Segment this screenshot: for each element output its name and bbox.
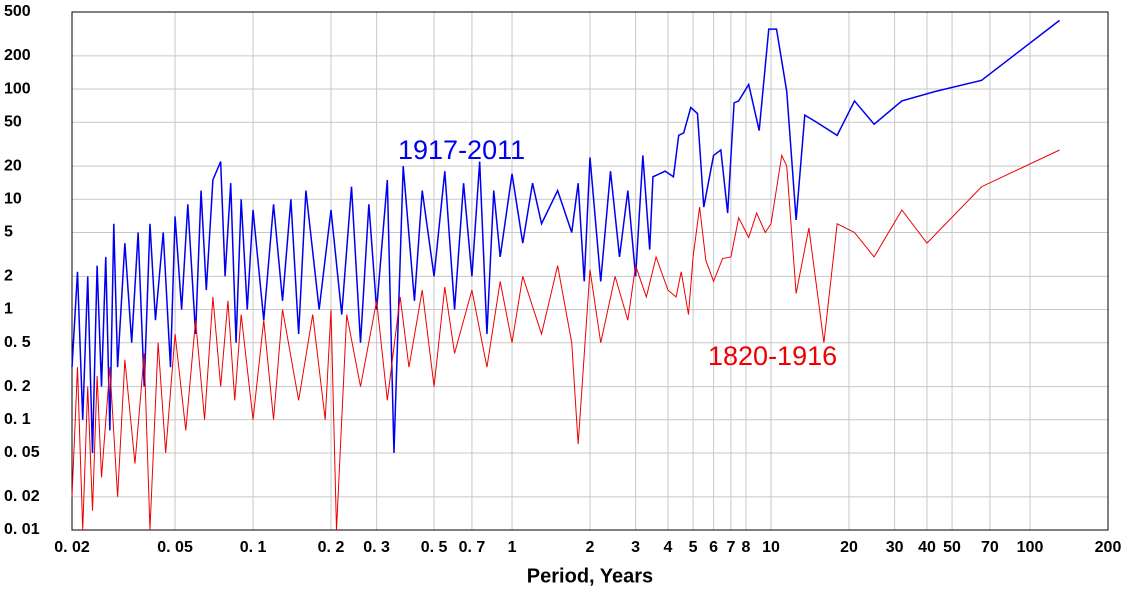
y-tick-label: 5 — [4, 224, 13, 241]
x-tick-label: 8 — [741, 539, 750, 556]
x-tick-label: 5 — [689, 539, 698, 556]
series-line — [71, 19, 1060, 453]
x-tick-label: 10 — [762, 539, 780, 556]
y-tick-label: 0. 02 — [4, 488, 40, 505]
y-tick-label: 0. 05 — [4, 444, 40, 461]
y-tick-label: 100 — [4, 80, 31, 97]
x-axis-label: Period, Years — [527, 565, 653, 587]
series-line — [71, 149, 1060, 531]
y-tick-label: 0. 2 — [4, 378, 31, 395]
x-tick-label: 70 — [981, 539, 999, 556]
y-tick-label: 2 — [4, 268, 13, 285]
x-tick-label: 200 — [1095, 539, 1122, 556]
y-tick-label: 50 — [4, 113, 22, 130]
x-tick-label: 0. 3 — [363, 539, 390, 556]
y-tick-label: 1 — [4, 301, 13, 318]
y-tick-label: 0. 01 — [4, 521, 40, 538]
x-tick-label: 20 — [840, 539, 858, 556]
x-tick-label: 0. 7 — [459, 539, 486, 556]
series-label: 1917-2011 — [398, 135, 525, 165]
x-tick-label: 1 — [508, 539, 517, 556]
x-tick-label: 2 — [586, 539, 595, 556]
series-label: 1820-1916 — [708, 341, 837, 371]
y-tick-label: 500 — [4, 3, 31, 20]
x-tick-label: 0. 2 — [318, 539, 345, 556]
x-tick-label: 100 — [1017, 539, 1044, 556]
x-tick-label: 3 — [631, 539, 640, 556]
x-tick-label: 0. 5 — [421, 539, 448, 556]
y-tick-label: 10 — [4, 191, 22, 208]
x-tick-label: 0. 05 — [157, 539, 193, 556]
x-tick-label: 0. 02 — [54, 539, 90, 556]
y-tick-label: 20 — [4, 157, 22, 174]
x-tick-label: 40 — [918, 539, 936, 556]
x-tick-label: 0. 1 — [240, 539, 267, 556]
x-tick-label: 4 — [664, 539, 673, 556]
x-tick-label: 30 — [886, 539, 904, 556]
y-tick-label: 0. 5 — [4, 334, 31, 351]
plot-frame — [71, 11, 1109, 531]
x-tick-label: 50 — [943, 539, 961, 556]
y-tick-label: 0. 1 — [4, 411, 31, 428]
x-tick-label: 6 — [709, 539, 718, 556]
x-tick-label: 7 — [726, 539, 735, 556]
y-tick-label: 200 — [4, 47, 31, 64]
